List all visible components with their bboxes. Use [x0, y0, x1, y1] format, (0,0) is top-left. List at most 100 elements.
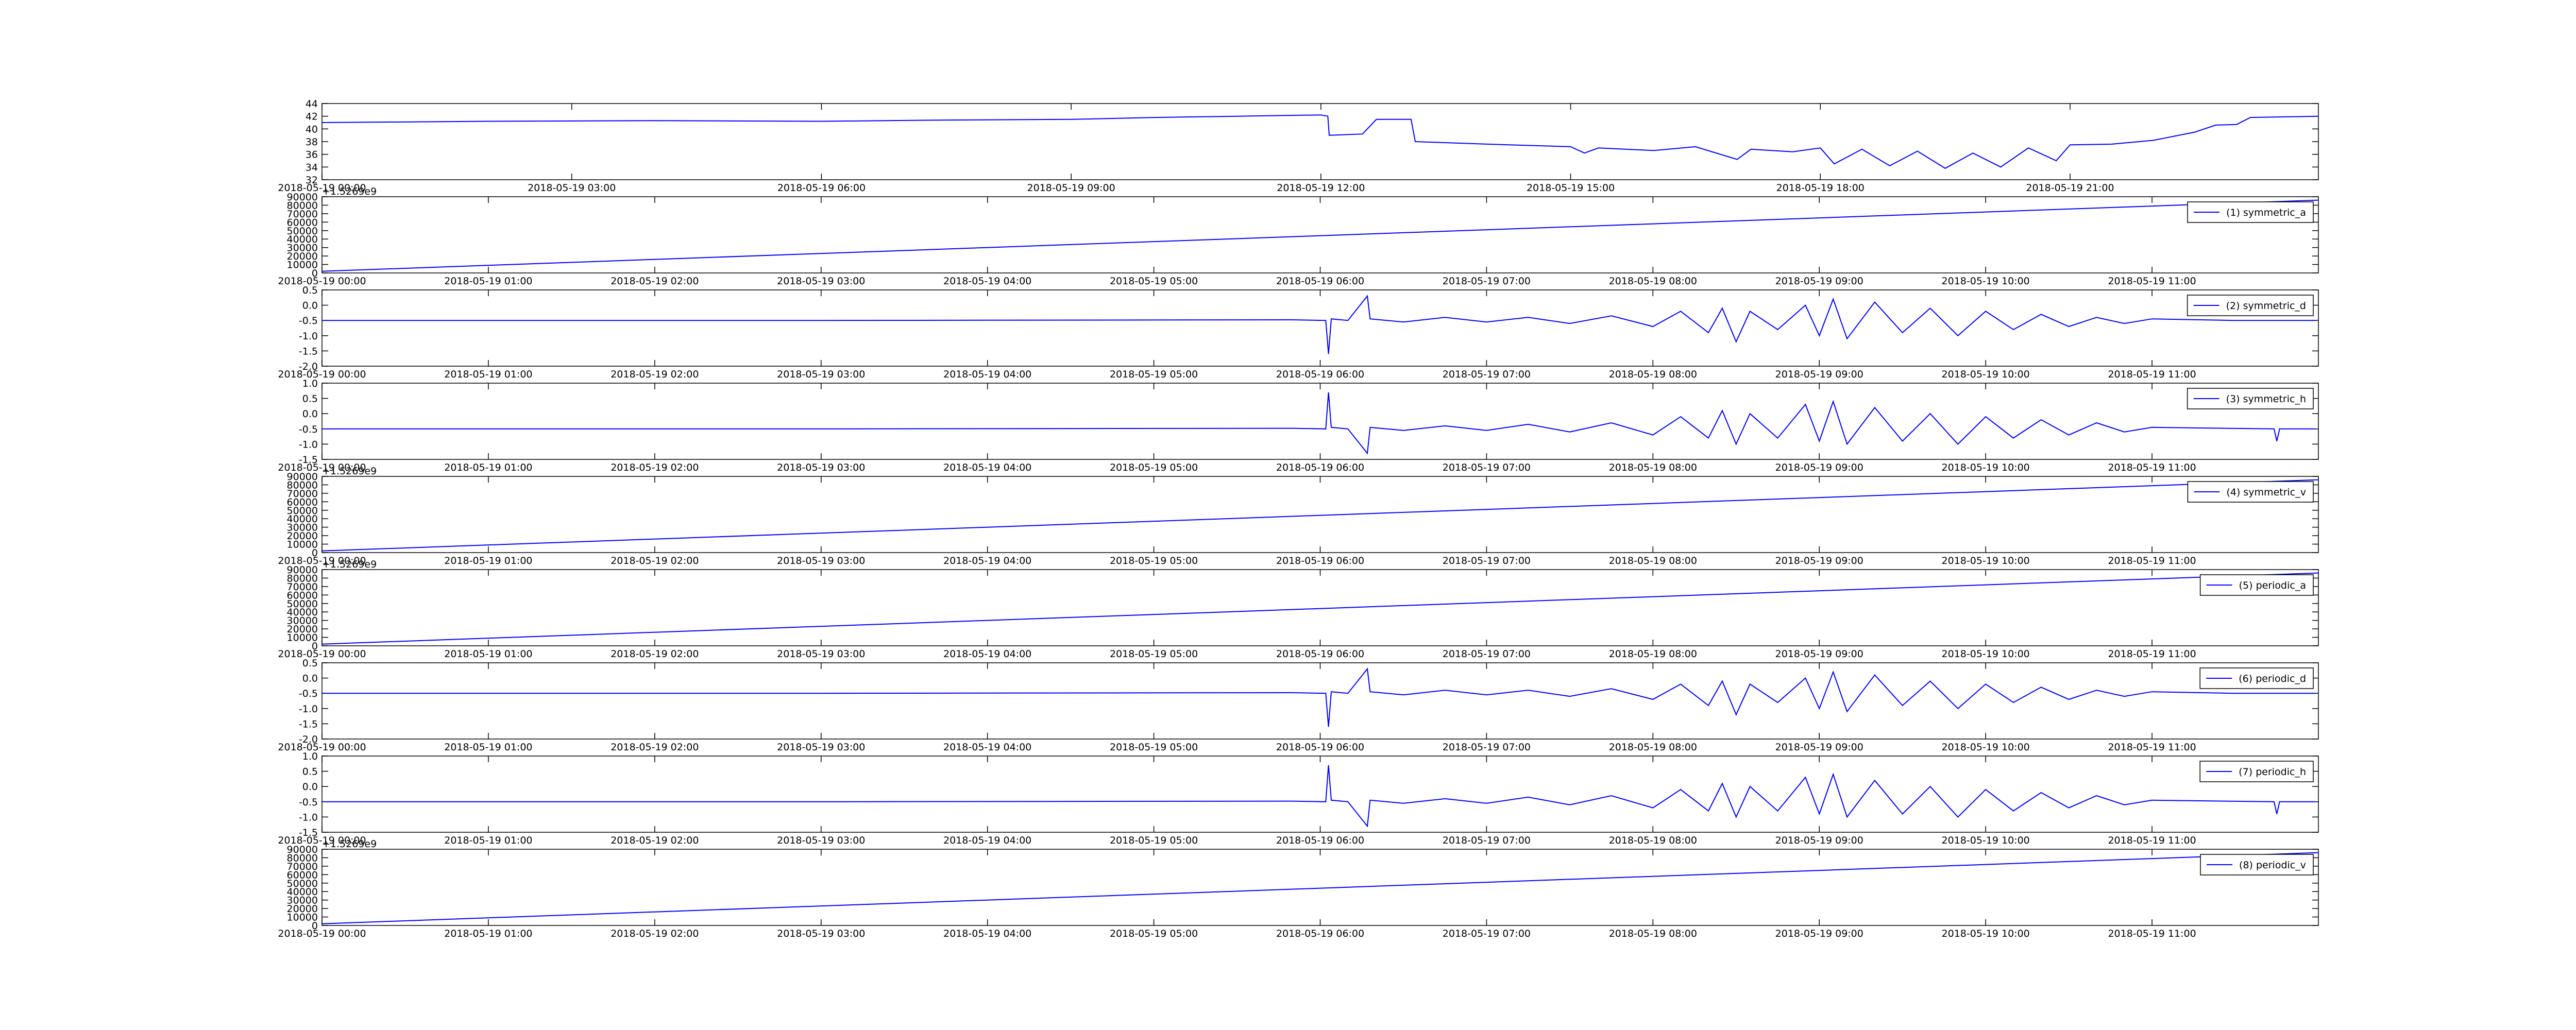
x-tick-label: 2018-05-19 11:00: [2108, 648, 2196, 660]
y-tick-label: 30000: [287, 522, 318, 534]
x-tick-label: 2018-05-19 06:00: [1276, 369, 1364, 380]
y-tick-label: 0: [312, 641, 318, 652]
y-tick-label: -1.5: [299, 454, 318, 466]
legend-label: (5) periodic_a: [2239, 580, 2306, 591]
legend: (3) symmetric_h: [2187, 388, 2314, 409]
y-tick-label: 0.0: [302, 781, 318, 793]
y-tick-label: 80000: [287, 479, 318, 491]
x-tick-label: 2018-05-19 02:00: [611, 462, 699, 473]
y-tick-label: -0.5: [299, 315, 318, 327]
x-tick-label: 2018-05-19 03:00: [777, 369, 865, 380]
x-tick-label: 2018-05-19 08:00: [1609, 835, 1697, 846]
x-tick-label: 2018-05-19 02:00: [611, 369, 699, 380]
axes-frame: [321, 756, 2319, 833]
x-tick-label: 2018-05-19 05:00: [1110, 276, 1198, 287]
axes-frame: [321, 476, 2319, 553]
x-tick-label: 2018-05-19 08:00: [1609, 462, 1697, 473]
x-tick-label: 2018-05-19 07:00: [1443, 928, 1531, 939]
y-tick-label: 50000: [287, 598, 318, 610]
x-tick-label: 2018-05-19 09:00: [1775, 835, 1863, 846]
x-tick-label: 2018-05-19 06:00: [777, 182, 866, 194]
subplot: 0100002000030000400005000060000700008000…: [278, 559, 2319, 660]
y-tick-label: 70000: [287, 209, 318, 220]
x-tick-label: 2018-05-19 11:00: [2108, 835, 2196, 846]
y-tick-label: 70000: [287, 488, 318, 500]
y-tick-label: 38: [306, 136, 318, 148]
legend-label: (2) symmetric_d: [2226, 300, 2306, 312]
axes-frame: [321, 383, 2319, 460]
y-tick-label: 0.0: [302, 408, 318, 420]
subplot: 0100002000030000400005000060000700008000…: [278, 466, 2319, 566]
y-tick-label: 70000: [287, 581, 318, 593]
y-tick-label: 10000: [287, 260, 318, 271]
data-line: [322, 765, 2316, 828]
x-tick-label: 2018-05-19 04:00: [943, 369, 1031, 380]
y-tick-label: -1.0: [299, 439, 318, 450]
y-tick-label: -0.5: [299, 424, 318, 435]
y-tick-label: 10000: [287, 539, 318, 551]
x-tick-label: 2018-05-19 02:00: [611, 555, 699, 566]
x-tick-label: 2018-05-19 01:00: [444, 369, 532, 380]
data-line: [321, 852, 2319, 924]
x-tick-label: 2018-05-19 00:00: [278, 742, 366, 753]
x-tick-label: 2018-05-19 01:00: [444, 276, 532, 287]
y-tick-label: 20000: [287, 624, 318, 635]
y-tick-label: 1.0: [302, 751, 318, 762]
x-tick-label: 2018-05-19 05:00: [1110, 555, 1198, 566]
y-tick-label: -2.0: [299, 361, 318, 372]
x-tick-label: 2018-05-19 01:00: [444, 648, 532, 660]
legend: (4) symmetric_v: [2187, 481, 2314, 503]
x-tick-label: 2018-05-19 09:00: [1775, 276, 1863, 287]
x-tick-label: 2018-05-19 01:00: [444, 835, 532, 846]
x-tick-label: 2018-05-19 04:00: [943, 742, 1031, 753]
y-tick-label: 42: [306, 111, 318, 123]
axes-frame: [321, 662, 2319, 740]
data-line: [321, 114, 2319, 169]
y-tick-label: -1.0: [299, 812, 318, 823]
legend-label: (1) symmetric_a: [2226, 207, 2306, 218]
y-tick-label: -1.0: [299, 331, 318, 342]
legend: (5) periodic_a: [2199, 574, 2314, 596]
x-tick-label: 2018-05-19 09:00: [1775, 369, 1863, 380]
x-tick-label: 2018-05-19 08:00: [1609, 555, 1697, 566]
legend: (7) periodic_h: [2199, 761, 2314, 782]
x-tick-label: 2018-05-19 10:00: [1942, 835, 2030, 846]
y-tick-label: 90000: [287, 564, 318, 576]
y-tick-label: 20000: [287, 903, 318, 915]
offset-text: +1.5269e9: [322, 186, 377, 197]
legend: (1) symmetric_a: [2187, 201, 2314, 223]
x-tick-label: 2018-05-19 03:00: [528, 182, 616, 194]
x-tick-label: 2018-05-19 04:00: [943, 648, 1031, 660]
x-tick-label: 2018-05-19 10:00: [1942, 928, 2030, 939]
x-tick-label: 2018-05-19 03:00: [777, 276, 865, 287]
y-tick-label: 80000: [287, 573, 318, 584]
y-tick-label: 0.0: [302, 300, 318, 312]
axes-frame: [321, 289, 2319, 367]
x-tick-label: 2018-05-19 05:00: [1110, 648, 1198, 660]
y-tick-label: 80000: [287, 852, 318, 864]
y-tick-label: 70000: [287, 861, 318, 872]
x-tick-label: 2018-05-19 00:00: [278, 182, 366, 194]
x-tick-label: 2018-05-19 11:00: [2108, 369, 2196, 380]
x-tick-label: 2018-05-19 05:00: [1110, 742, 1198, 753]
x-tick-label: 2018-05-19 21:00: [2026, 182, 2114, 194]
y-tick-label: 0.5: [302, 393, 318, 405]
y-tick-label: 30000: [287, 895, 318, 906]
data-line: [321, 199, 2319, 272]
x-tick-label: 2018-05-19 07:00: [1443, 276, 1531, 287]
y-tick-label: 60000: [287, 496, 318, 508]
data-line: [321, 479, 2319, 552]
y-tick-label: 36: [306, 149, 318, 161]
x-tick-label: 2018-05-19 05:00: [1110, 835, 1198, 846]
x-tick-label: 2018-05-19 02:00: [611, 835, 699, 846]
y-tick-label: 10000: [287, 912, 318, 923]
x-tick-label: 2018-05-19 10:00: [1942, 369, 2030, 380]
y-tick-label: 60000: [287, 590, 318, 601]
x-tick-label: 2018-05-19 07:00: [1443, 835, 1531, 846]
x-tick-label: 2018-05-19 03:00: [777, 742, 865, 753]
x-tick-label: 2018-05-19 08:00: [1609, 648, 1697, 660]
subplot: 0100002000030000400005000060000700008000…: [278, 186, 2319, 287]
x-tick-label: 2018-05-19 04:00: [943, 835, 1031, 846]
x-tick-label: 2018-05-19 06:00: [1276, 276, 1364, 287]
